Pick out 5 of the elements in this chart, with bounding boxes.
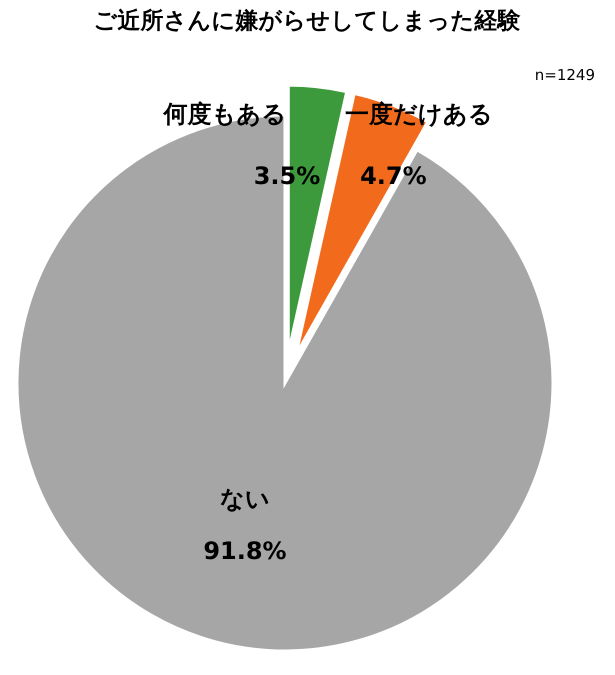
chart-title: ご近所さんに嫌がらせしてしまった経験 — [94, 8, 522, 34]
slice-label: ない — [220, 485, 270, 514]
slice-label: 何度もある — [162, 100, 286, 128]
data-label: 91.8% — [203, 537, 287, 566]
text: n=1249 — [534, 66, 595, 84]
